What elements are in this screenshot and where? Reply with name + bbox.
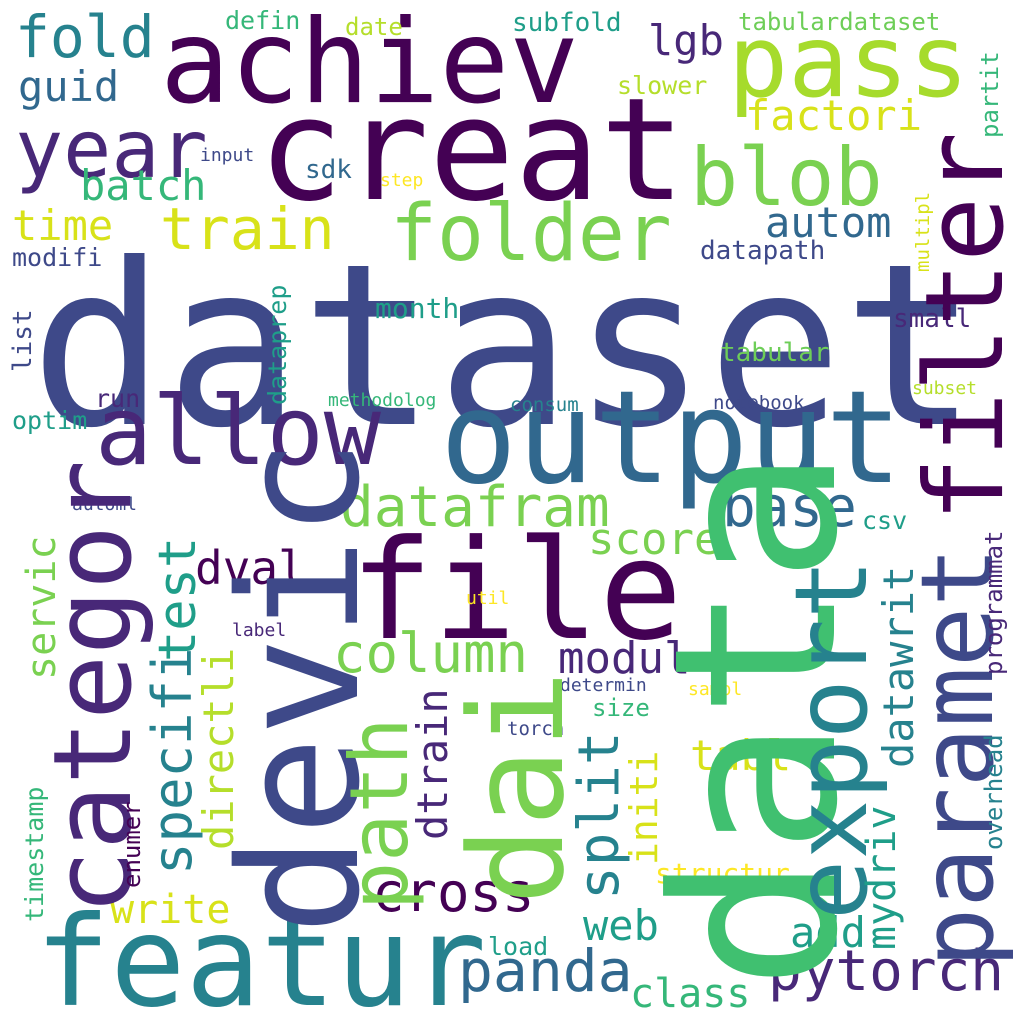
word-pytorch: pytorch: [768, 939, 1005, 1004]
word-base: base: [722, 475, 857, 540]
word-column: column: [333, 622, 529, 685]
word-allow: allow: [95, 377, 381, 487]
word-datapath: datapath: [700, 236, 826, 266]
word-tabulardataset: tabulardataset: [738, 8, 941, 36]
word-tabl: tabl: [690, 731, 792, 780]
word-lgb: lgb: [648, 16, 724, 65]
word-dval: dval: [195, 541, 306, 595]
word-subfold: subfold: [512, 8, 622, 38]
word-input: input: [200, 145, 255, 166]
word-dai: dai: [441, 670, 593, 905]
word-optim: optim: [12, 406, 88, 435]
word-file: file: [350, 510, 683, 671]
word-defin: defin: [225, 6, 301, 35]
word-batch: batch: [80, 161, 207, 210]
word-dataset: dataset: [30, 216, 979, 478]
word-guid: guid: [18, 62, 120, 111]
word-achiev: achiev: [160, 0, 580, 130]
word-methodolog: methodolog: [328, 390, 437, 411]
word-step: step: [380, 170, 424, 191]
word-automl: automl: [72, 494, 138, 515]
word-slower: slower: [617, 71, 708, 100]
word-programmat: programmat: [980, 530, 1008, 676]
word-servic: servic: [19, 535, 65, 681]
word-time: time: [12, 201, 114, 250]
word-small: small: [893, 304, 972, 334]
word-sdk: sdk: [305, 155, 352, 185]
word-torch: torch: [507, 718, 565, 740]
word-subset: subset: [912, 378, 978, 399]
word-blob: blob: [690, 131, 883, 224]
word-mydriv: mydriv: [859, 805, 905, 951]
word-util: util: [466, 588, 510, 609]
word-csv: csv: [862, 506, 908, 535]
word-multipl: multipl: [912, 191, 934, 272]
word-month: month: [375, 292, 460, 325]
word-load: load: [488, 932, 549, 961]
word-tabular: tabular: [720, 338, 830, 368]
word-class: class: [630, 971, 751, 1017]
word-label: label: [232, 620, 287, 641]
word-factori: factori: [745, 91, 923, 140]
word-pass: pass: [728, 3, 969, 120]
word-train: train: [160, 195, 335, 263]
word-consum: consum: [510, 394, 579, 416]
word-structur: structur: [655, 857, 790, 890]
word-add: add: [790, 908, 866, 957]
word-score: score: [588, 514, 721, 565]
word-folder: folder: [390, 189, 672, 279]
word-enumer: enumer: [118, 801, 146, 888]
word-web: web: [583, 901, 659, 950]
word-creat: creat: [258, 68, 686, 233]
word-partit: partit: [976, 51, 1004, 138]
word-timestamp: timestamp: [20, 786, 49, 922]
word-test: test: [148, 536, 208, 662]
word-specifi: specifi: [141, 647, 204, 875]
word-fold: fold: [15, 3, 155, 71]
word-size: size: [592, 694, 650, 722]
word-featur: featur: [35, 890, 487, 1019]
word-initi: initi: [622, 750, 666, 865]
word-year: year: [15, 103, 208, 196]
word-directli: directli: [194, 647, 243, 850]
word-filter: filter: [903, 131, 1019, 522]
word-dataprep: dataprep: [263, 284, 292, 405]
word-output: output: [440, 364, 903, 513]
word-panda: panda: [458, 937, 633, 1005]
word-modul: modul: [558, 633, 691, 684]
word-run: run: [95, 384, 141, 413]
word-date: date: [345, 13, 403, 41]
word-split: split: [567, 731, 632, 900]
word-cross: cross: [372, 861, 535, 924]
word-datawrit: datawrit: [874, 565, 923, 768]
word-determin: determin: [560, 675, 647, 696]
word-overhead: overhead: [980, 734, 1008, 850]
word-list: list: [8, 309, 38, 372]
word-write: write: [110, 887, 231, 933]
word-modifi: modifi: [12, 243, 103, 272]
word-datafram: datafram: [340, 475, 610, 540]
word-notebook: notebook: [713, 392, 805, 414]
word-sampl: sampl: [688, 679, 743, 700]
word-autom: autom: [765, 198, 892, 247]
word-dtrain: dtrain: [408, 688, 457, 840]
